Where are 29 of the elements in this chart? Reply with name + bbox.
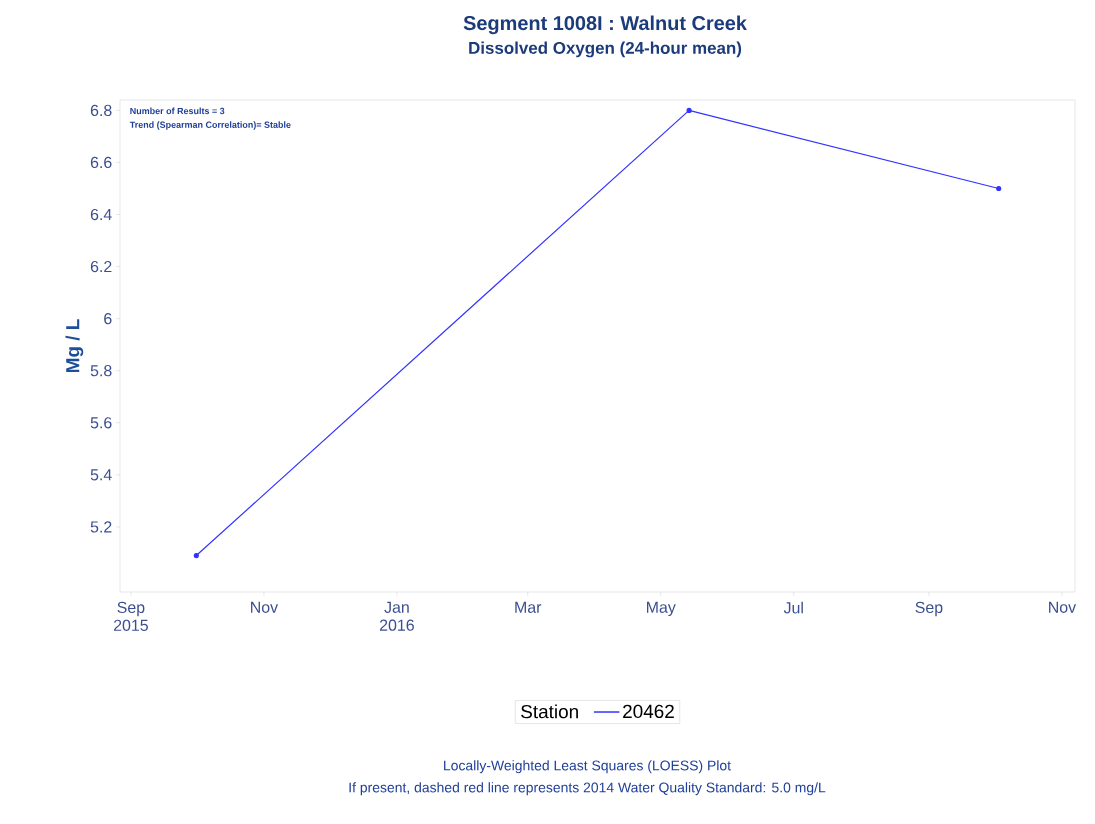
legend-label: 20462 (623, 704, 674, 719)
x-tick-label: Sep 2015 (113, 601, 148, 631)
annotation: Trend (Spearman Correlation)= Stable (129, 121, 291, 130)
legend-title: Station (521, 704, 578, 719)
y-tick-label: 6.8 (90, 104, 112, 117)
annotation: Number of Results = 3 (130, 107, 225, 115)
y-tick-label: 5.6 (90, 417, 112, 429)
text: Locally-Weighted Least Squares (LOESS) Plot (444, 760, 731, 774)
point (686, 107, 692, 113)
point (193, 552, 199, 559)
x-tick-label: Nov (251, 601, 279, 613)
y-tick-label: 5.8 (90, 365, 112, 377)
y-tick-label: 5.4 (90, 469, 112, 481)
x-tick-label: Sep (915, 601, 943, 617)
text: If present, dashed red line represents 2014 Water Quality Standard: 5.0 mg/L (349, 782, 826, 796)
chart-title: Segment 1008I : Walnut Creek (463, 15, 747, 35)
y-tick-label: 6.4 (90, 208, 112, 221)
y-tick-label: 6 (104, 313, 112, 325)
y-tick-label: 6.2 (90, 260, 112, 273)
x-tick-label: Jan 2016 (379, 601, 414, 631)
y-axis-title: Mg / L (65, 319, 84, 373)
x-tick-label: May (647, 601, 676, 617)
chart-subtitle: Dissolved Oxygen (24-hour mean) (469, 41, 742, 58)
x-tick-label: Mar (515, 601, 542, 613)
y-tick-label: 6.6 (90, 156, 112, 169)
x-tick-label: Jul (783, 601, 803, 614)
point (996, 185, 1002, 192)
x-tick-label: Nov (1049, 601, 1077, 613)
y-tick-label: 5.2 (90, 521, 112, 533)
